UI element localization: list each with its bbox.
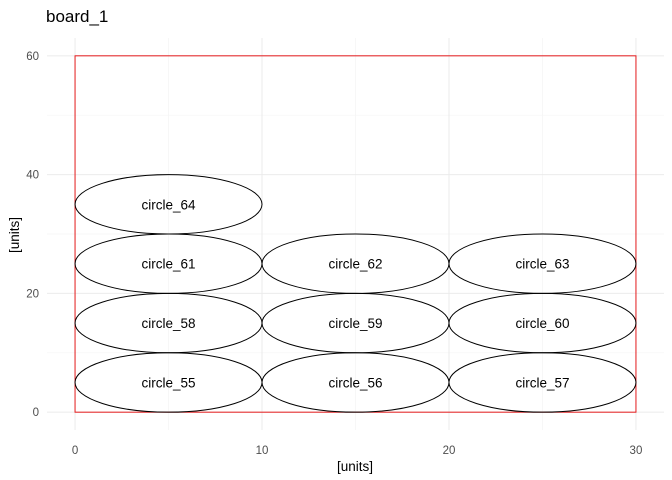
- y-tick-label: 60: [26, 51, 39, 63]
- y-tick-label: 40: [26, 170, 39, 182]
- x-tick-label: 10: [256, 445, 269, 457]
- shape-label: circle_64: [142, 197, 197, 212]
- y-tick-label: 0: [33, 407, 39, 419]
- shape-label: circle_55: [142, 375, 196, 390]
- shape-label: circle_57: [515, 375, 569, 390]
- x-tick-label: 30: [630, 445, 643, 457]
- shape-label: circle_58: [142, 316, 196, 331]
- shape-circle_64: [74, 174, 263, 235]
- shape-label: circle_61: [142, 257, 196, 272]
- shape-circle_63: [448, 233, 637, 294]
- x-axis-label: [units]: [337, 459, 373, 474]
- shape-label: circle_60: [515, 316, 569, 331]
- chart-title: board_1: [46, 7, 108, 26]
- y-tick-label: 20: [26, 288, 39, 300]
- shape-label: circle_62: [328, 257, 382, 272]
- shape-label: circle_63: [515, 257, 569, 272]
- x-axis-ticks: 0 10 20 30: [72, 445, 643, 457]
- shape-label: circle_56: [328, 375, 382, 390]
- x-tick-label: 0: [72, 445, 78, 457]
- shape-label: circle_59: [328, 316, 382, 331]
- shape-layer: circle_55 circle_56 circle_57 circle_58 circ…: [74, 174, 637, 413]
- y-axis-ticks: 0 20 40 60: [26, 51, 39, 419]
- x-tick-label: 20: [443, 445, 456, 457]
- y-axis-label: [units]: [7, 217, 22, 253]
